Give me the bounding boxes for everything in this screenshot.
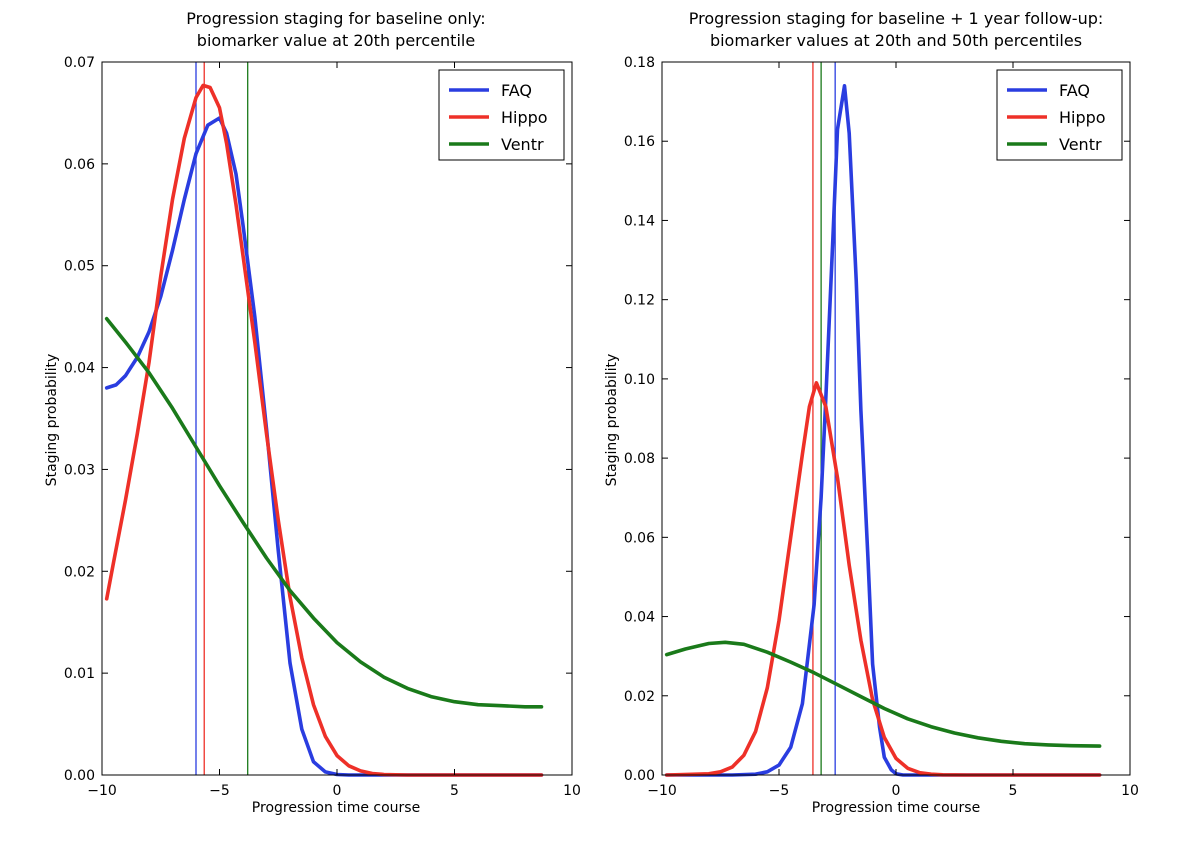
right-x-tick-label: 5 [1009, 783, 1018, 799]
right-x-tick-label: −5 [769, 783, 790, 799]
left-y-tick-label: 0.07 [64, 55, 95, 71]
left-legend-label-ventr: Ventr [501, 135, 544, 154]
left-x-tick-label: 10 [563, 783, 581, 799]
left-y-tick-label: 0.04 [64, 361, 95, 377]
right-legend-label-ventr: Ventr [1059, 135, 1102, 154]
left-subplot: Progression staging for baseline only: b… [44, 9, 581, 816]
left-series-hippo [104, 83, 544, 777]
right-y-tick-label: 0.04 [624, 610, 655, 626]
left-y-tick-label: 0.00 [64, 768, 95, 784]
right-legend-box [996, 69, 1123, 161]
left-y-tick-label: 0.02 [64, 564, 95, 580]
right-series-hippo [664, 380, 1102, 777]
left-x-tick-label: −5 [209, 783, 230, 799]
right-subplot: Progression staging for baseline + 1 yea… [604, 9, 1139, 816]
right-legend: FAQ Hippo Ventr [996, 69, 1123, 161]
right-x-tick-label: 10 [1121, 783, 1139, 799]
right-series-faq [664, 84, 1102, 777]
right-series-ventr [664, 640, 1102, 748]
right-y-tick-label: 0.18 [624, 55, 655, 71]
right-y-tick-label: 0.00 [624, 768, 655, 784]
right-y-tick-label: 0.12 [624, 293, 655, 309]
left-x-tick-label: −10 [87, 783, 117, 799]
right-y-tick-label: 0.16 [624, 134, 655, 150]
left-title-line-2: biomarker value at 20th percentile [197, 31, 475, 50]
right-y-tick-label: 0.02 [624, 689, 655, 705]
left-y-tick-label: 0.01 [64, 666, 95, 682]
left-x-tick-label: 0 [333, 783, 342, 799]
left-legend: FAQ Hippo Ventr [438, 69, 565, 161]
left-y-axis-label: Staging probability [44, 354, 60, 487]
right-legend-label-hippo: Hippo [1059, 108, 1106, 127]
left-series-ventr [104, 316, 544, 709]
right-y-tick-label: 0.08 [624, 451, 655, 467]
right-title-line-1: Progression staging for baseline + 1 yea… [689, 9, 1104, 28]
right-x-axis-label: Progression time course [812, 800, 980, 816]
left-legend-label-faq: FAQ [501, 81, 532, 100]
left-y-tick-label: 0.03 [64, 462, 95, 478]
left-y-tick-label: 0.05 [64, 259, 95, 275]
left-plot-area: −10 −5 0 5 10 0.00 0.01 0.02 0.03 0.04 0.05 0.06 0.0… [64, 55, 581, 799]
right-plot-area: −10 −5 0 5 10 0.00 0.02 0.04 0.06 0.08 0.10 0.12 0.1… [624, 55, 1139, 799]
right-y-tick-label: 0.10 [624, 372, 655, 388]
right-y-tick-label: 0.14 [624, 213, 655, 229]
right-x-tick-label: 0 [892, 783, 901, 799]
right-y-tick-label: 0.06 [624, 530, 655, 546]
left-legend-label-hippo: Hippo [501, 108, 548, 127]
left-x-axis-label: Progression time course [252, 800, 420, 816]
right-title-line-2: biomarker values at 20th and 50th percen… [710, 31, 1082, 50]
right-x-tick-label: −10 [647, 783, 677, 799]
left-x-tick-label: 5 [450, 783, 459, 799]
left-title-line-1: Progression staging for baseline only: [186, 9, 485, 28]
left-y-tick-label: 0.06 [64, 157, 95, 173]
right-y-axis-label: Staging probability [604, 354, 620, 487]
right-legend-label-faq: FAQ [1059, 81, 1090, 100]
